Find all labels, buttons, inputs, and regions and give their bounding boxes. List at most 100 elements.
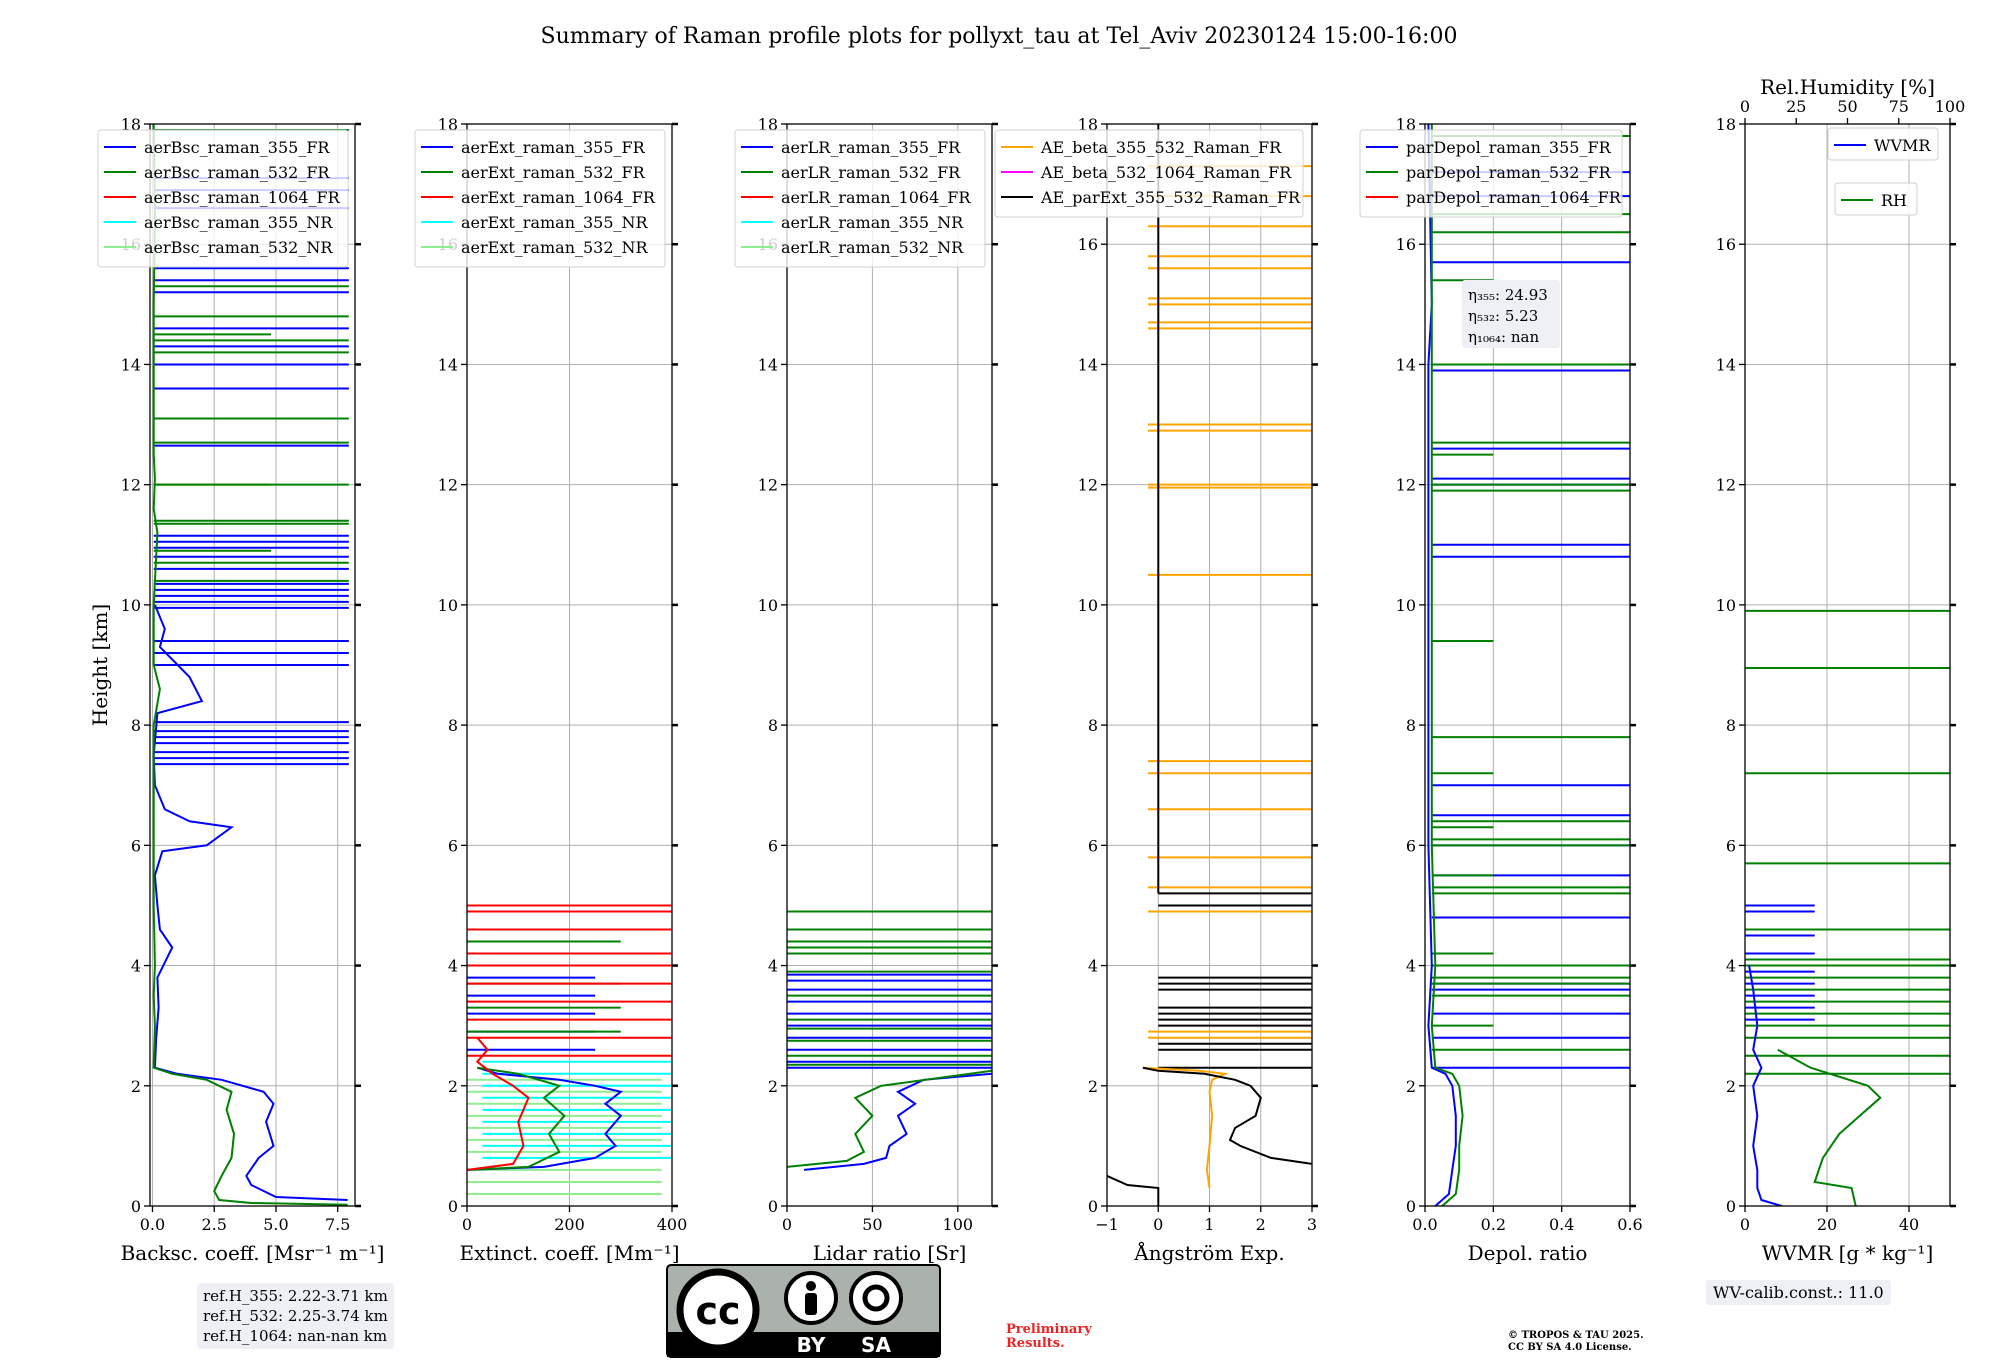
legend-label: aerBsc_raman_532_FR (144, 163, 330, 182)
y-tick-label: 14 (121, 355, 141, 374)
y-tick-label: 8 (131, 716, 141, 735)
legend-label: aerExt_raman_355_NR (461, 213, 649, 232)
axes-frame (786, 123, 993, 1207)
x-tick-label: 0 (462, 1215, 472, 1234)
legend-label: aerExt_raman_532_FR (461, 163, 646, 182)
y-tick-label: 18 (758, 115, 778, 134)
data-layer (467, 904, 672, 1195)
chart-panel-3: 024681012141618050100Lidar ratio [Sr]aer… (734, 115, 998, 1265)
by-person-head (806, 1281, 816, 1291)
legend-label: aerExt_raman_355_FR (461, 138, 646, 157)
y-tick-label: 0 (448, 1197, 458, 1216)
legend-box (1359, 129, 1623, 218)
y-tick-label: 16 (1396, 235, 1416, 254)
legend-label: AE_beta_532_1064_Raman_FR (1040, 163, 1292, 182)
y-tick-label: 12 (1078, 476, 1098, 495)
legend-label: parDepol_raman_1064_FR (1406, 188, 1622, 207)
legend-entry: WVMR (1827, 127, 1939, 161)
y-tick-label: 16 (1716, 235, 1736, 254)
series-line (467, 1066, 566, 1171)
series-line (467, 1066, 624, 1171)
wv-calibration-text: WV-calib.const.: 11.0 (1713, 1283, 1884, 1302)
x-axis-label: Extinct. coeff. [Mm⁻¹] (459, 1241, 679, 1265)
y-tick-label: 14 (1396, 355, 1416, 374)
x-tick-label: 2.5 (201, 1215, 226, 1234)
legend-label: parDepol_raman_532_FR (1406, 163, 1612, 182)
y-tick-label: 14 (758, 355, 778, 374)
y-tick-label: 4 (1726, 957, 1736, 976)
legend: parDepol_raman_355_FR parDepol_raman_532_… (1359, 129, 1623, 218)
series-line (1107, 1174, 1160, 1206)
axes-frame (1744, 123, 1951, 1207)
annotation-line: η₃₅₅: 24.93 (1468, 286, 1548, 304)
y-tick-label: 16 (1078, 235, 1098, 254)
y-tick-label: 0 (768, 1197, 778, 1216)
legend-label: WVMR (1874, 136, 1931, 155)
y-tick-label: 0 (1088, 1197, 1098, 1216)
x-axis-label: Depol. ratio (1468, 1241, 1588, 1265)
x-tick-label: 0 (1153, 1215, 1163, 1234)
series-line (787, 1069, 992, 1168)
x-tick-label: 40 (1899, 1215, 1919, 1234)
y-tick-label: 4 (1088, 957, 1098, 976)
top-x-tick-label: 100 (1935, 97, 1966, 116)
x-tick-label: 200 (554, 1215, 585, 1234)
x-tick-label: 20 (1817, 1215, 1837, 1234)
legend-label: aerBsc_raman_355_FR (144, 138, 330, 157)
x-tick-label: 5.0 (263, 1215, 288, 1234)
series-line (1777, 1048, 1882, 1206)
legend-label: parDepol_raman_355_FR (1406, 138, 1612, 157)
legend-label: aerExt_raman_532_NR (461, 238, 649, 257)
y-tick-label: 12 (121, 476, 141, 495)
x-tick-label: 1 (1204, 1215, 1214, 1234)
annotation-line: η₁₀₆₄: nan (1468, 328, 1539, 346)
y-tick-label: 4 (448, 957, 458, 976)
y-tick-label: 0 (1726, 1197, 1736, 1216)
y-tick-label: 10 (438, 596, 458, 615)
ref-height-532: ref.H_532: 2.25-3.74 km (203, 1307, 388, 1325)
x-tick-label: 50 (862, 1215, 882, 1234)
y-tick-label: 12 (758, 476, 778, 495)
y-tick-label: 18 (438, 115, 458, 134)
y-tick-label: 10 (1396, 596, 1416, 615)
y-tick-label: 14 (438, 355, 458, 374)
y-tick-label: 10 (1716, 596, 1736, 615)
y-tick-label: 2 (1088, 1077, 1098, 1096)
series-line (467, 1037, 530, 1171)
wv-calibration-box: WV-calib.const.: 11.0 (1706, 1280, 1891, 1305)
y-tick-label: 6 (131, 836, 141, 855)
y-tick-label: 0 (131, 1197, 141, 1216)
data-layer (1745, 609, 1950, 1206)
top-x-tick-label: 0 (1740, 97, 1750, 116)
annotation-line: η₅₃₂: 5.23 (1468, 307, 1538, 325)
y-tick-label: 0 (1406, 1197, 1416, 1216)
top-x-tick-label: 75 (1889, 97, 1909, 116)
legend-box (1827, 127, 1939, 161)
x-tick-label: 3 (1307, 1215, 1317, 1234)
data-layer (1427, 124, 1630, 1206)
legend: aerLR_raman_355_FR aerLR_raman_532_FR aerL… (734, 129, 986, 268)
y-tick-label: 14 (1078, 355, 1098, 374)
sa-share-icon (849, 1271, 903, 1325)
x-tick-label: 100 (943, 1215, 974, 1234)
x-tick-label: 400 (657, 1215, 688, 1234)
legend-label: aerExt_raman_1064_FR (461, 188, 656, 207)
by-person-body (805, 1293, 817, 1315)
legend-label: aerLR_raman_355_FR (781, 138, 961, 157)
x-tick-label: 0.0 (1412, 1215, 1437, 1234)
data-layer (787, 910, 992, 1171)
series-line (804, 1072, 992, 1171)
legend-label: aerLR_raman_355_NR (781, 213, 964, 232)
sa-arrow-arc (862, 1284, 890, 1312)
y-tick-label: 8 (768, 716, 778, 735)
x-axis-label: Ångström Exp. (1133, 1240, 1284, 1265)
y-tick-label: 6 (768, 836, 778, 855)
legend-label: AE_parExt_355_532_Raman_FR (1040, 188, 1301, 207)
series-line (1748, 965, 1783, 1206)
cc-by-sa-license-badge: cc BY SA (666, 1264, 941, 1358)
y-tick-label: 18 (121, 115, 141, 134)
y-axis-label: Height [km] (88, 604, 112, 726)
badge-by-text: BY (797, 1333, 826, 1357)
